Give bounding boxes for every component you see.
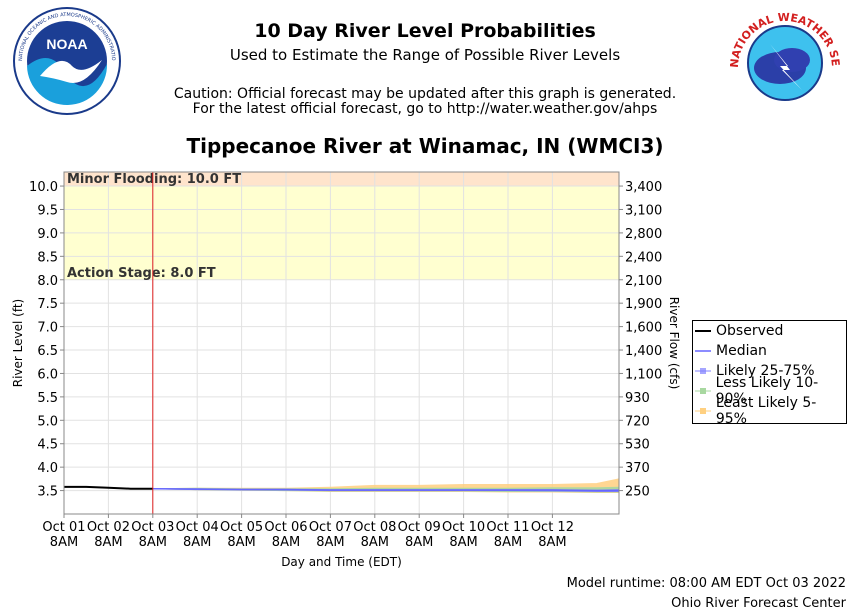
x-tick-label-time: 8AM — [272, 535, 300, 550]
y-tick-label: 7.5 — [37, 297, 58, 312]
y-axis-label: River Level (ft) — [11, 299, 25, 387]
x-tick-label-day: Oct 02 — [87, 520, 130, 535]
x-tick-label-time: 8AM — [405, 535, 433, 550]
y2-tick-label: 720 — [625, 414, 650, 429]
series-line-median — [152, 487, 619, 492]
x-tick-label-day: Oct 12 — [531, 520, 574, 535]
y-tick-label: 4.5 — [37, 438, 58, 453]
x-tick-label-day: Oct 01 — [42, 520, 85, 535]
y-tick-label: 9.0 — [37, 227, 58, 242]
noaa-logo: NOAA NATIONAL OCEANIC AND ATMOSPHERIC AD… — [12, 6, 121, 115]
caution-text: Caution: Official forecast may be update… — [173, 86, 677, 102]
plot-frame — [63, 171, 620, 515]
x-tick-label-day: Oct 10 — [442, 520, 485, 535]
x-tick-label-day: Oct 11 — [486, 520, 529, 535]
y2-tick-label: 1,100 — [625, 367, 662, 382]
y2-tick-label: 2,400 — [625, 250, 662, 265]
x-tick-label-time: 8AM — [494, 535, 522, 550]
legend-item-median: Median — [695, 342, 767, 360]
legend-label: Median — [716, 343, 767, 359]
y2-tick-label: 1,600 — [625, 321, 662, 336]
y-tick-label: 5.5 — [37, 391, 58, 406]
x-tick-label-day: Oct 08 — [353, 520, 396, 535]
x-tick-label-time: 8AM — [183, 535, 211, 550]
x-tick-label-time: 8AM — [94, 535, 122, 550]
legend-item-likely: Likely 25-75% — [695, 362, 815, 380]
minor-flooding-label: Minor Flooding: 10.0 FT — [67, 172, 241, 187]
legend-item-least-likely: Least Likely 5-95% — [695, 395, 846, 427]
legend: Observed Median Likely 25-75% Less Likel… — [692, 320, 847, 427]
y2-tick-label: 2,800 — [625, 227, 662, 242]
y2-tick-label: 3,100 — [625, 203, 662, 218]
x-tick-label-time: 8AM — [538, 535, 566, 550]
noaa-label: NOAA — [46, 36, 87, 52]
model-runtime: Model runtime: 08:00 AM EDT Oct 03 2022 — [566, 576, 846, 591]
y-tick-label: 6.5 — [37, 344, 58, 359]
series-line-observed — [64, 485, 153, 490]
x-tick-label-day: Oct 03 — [131, 520, 174, 535]
legend-label: Less Likely 10-90% — [715, 375, 819, 407]
legend-item-observed: Observed — [695, 322, 783, 340]
y-tick-label: 7.0 — [37, 321, 58, 336]
y-tick-label: 10.0 — [29, 180, 58, 195]
y2-tick-label: 530 — [625, 438, 650, 453]
chart-title: 10 Day River Level Probabilities — [254, 20, 596, 42]
legend-label: Observed — [716, 323, 784, 339]
y-tick-label: 4.0 — [37, 461, 58, 476]
y2-tick-label: 2,100 — [625, 274, 662, 289]
x-axis-label: Day and Time (EDT) — [281, 555, 402, 569]
x-tick-label-time: 8AM — [139, 535, 167, 550]
legend-label: Likely 25-75% — [716, 363, 815, 379]
x-tick-label-day: Oct 09 — [398, 520, 441, 535]
y-tick-label: 8.0 — [37, 274, 58, 289]
y-tick-label: 8.5 — [37, 250, 58, 265]
y-tick-label: 6.0 — [37, 367, 58, 382]
x-tick-label-time: 8AM — [316, 535, 344, 550]
y2-axis-label: River Flow (cfs) — [667, 297, 681, 390]
x-tick-label-time: 8AM — [227, 535, 255, 550]
minor-flood-band — [64, 172, 619, 187]
chart-subtitle: Used to Estimate the Range of Possible R… — [229, 46, 621, 64]
x-tick-label-day: Oct 04 — [176, 520, 219, 535]
x-tick-label-day: Oct 06 — [264, 520, 307, 535]
action-stage-label: Action Stage: 8.0 FT — [67, 266, 216, 281]
y2-tick-label: 1,900 — [625, 297, 662, 312]
station-title: Tippecanoe River at Winamac, IN (WMCI3) — [186, 134, 664, 158]
x-tick-label-time: 8AM — [449, 535, 477, 550]
y-tick-label: 5.0 — [37, 414, 58, 429]
y-tick-label: 9.5 — [37, 203, 58, 218]
caution-link-text: For the latest official forecast, go to … — [192, 101, 658, 117]
x-tick-label-time: 8AM — [361, 535, 389, 550]
y-tick-label: 3.5 — [37, 485, 58, 500]
y2-tick-label: 3,400 — [625, 180, 662, 195]
forecast-center: Ohio River Forecast Center — [671, 596, 846, 611]
x-tick-label-time: 8AM — [50, 535, 78, 550]
y2-tick-label: 1,400 — [625, 344, 662, 359]
legend-item-less-likely: Less Likely 10-90% — [695, 375, 846, 407]
nws-logo: NATIONAL WEATHER SERVICE — [730, 8, 840, 101]
legend-label: Least Likely 5-95% — [715, 395, 817, 427]
x-tick-label-day: Oct 05 — [220, 520, 263, 535]
y2-tick-label: 930 — [625, 391, 650, 406]
y2-tick-label: 370 — [625, 461, 650, 476]
y2-tick-label: 250 — [625, 485, 650, 500]
x-tick-label-day: Oct 07 — [309, 520, 352, 535]
